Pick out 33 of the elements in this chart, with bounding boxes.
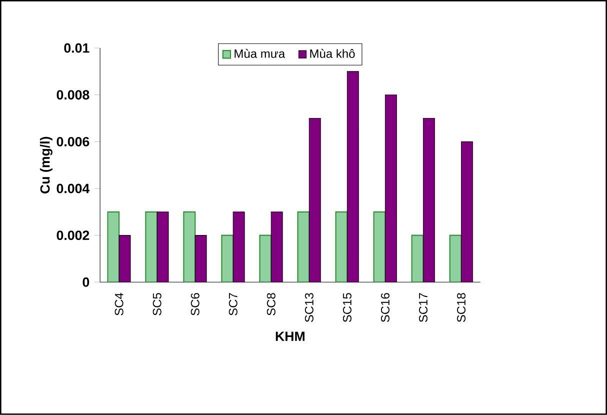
bar <box>271 212 283 282</box>
x-tick-label: SC7 <box>228 293 238 316</box>
bar <box>460 141 473 282</box>
x-tick-label: SC18 <box>457 293 466 322</box>
x-tick-label: SC17 <box>418 293 428 322</box>
y-tick-label: 0.006 <box>56 137 90 146</box>
y-tick-label: 0.004 <box>56 184 90 194</box>
x-tick-label: SC13 <box>304 293 314 322</box>
legend-label: Mùa mưa <box>234 48 286 58</box>
bar <box>119 235 130 282</box>
x-tick-label: SC4 <box>114 292 124 316</box>
bar <box>183 211 196 282</box>
bar <box>145 211 158 282</box>
x-tick-label: SC16 <box>380 293 390 322</box>
x-axis-title: KHM <box>276 332 304 341</box>
y-tick-label: 0.008 <box>56 90 90 100</box>
x-tick-label: SC6 <box>190 293 200 316</box>
bar <box>107 211 120 282</box>
bar <box>157 212 168 282</box>
x-tick-label: SC15 <box>342 293 352 322</box>
x-tick-label: SC8 <box>266 293 276 316</box>
y-axis-title: Cu (mg/l) <box>40 136 52 194</box>
y-tick-label: 0 <box>82 277 90 287</box>
legend-label: Mùa khô <box>310 48 355 58</box>
bar <box>385 94 397 282</box>
bar <box>195 235 207 282</box>
bar <box>309 118 321 282</box>
x-tick-label: SC5 <box>152 293 162 316</box>
bar <box>423 118 435 282</box>
y-tick-label: 0.002 <box>56 230 90 240</box>
bar <box>233 212 245 282</box>
bar <box>347 71 359 282</box>
y-tick-label: 0.01 <box>64 43 90 53</box>
